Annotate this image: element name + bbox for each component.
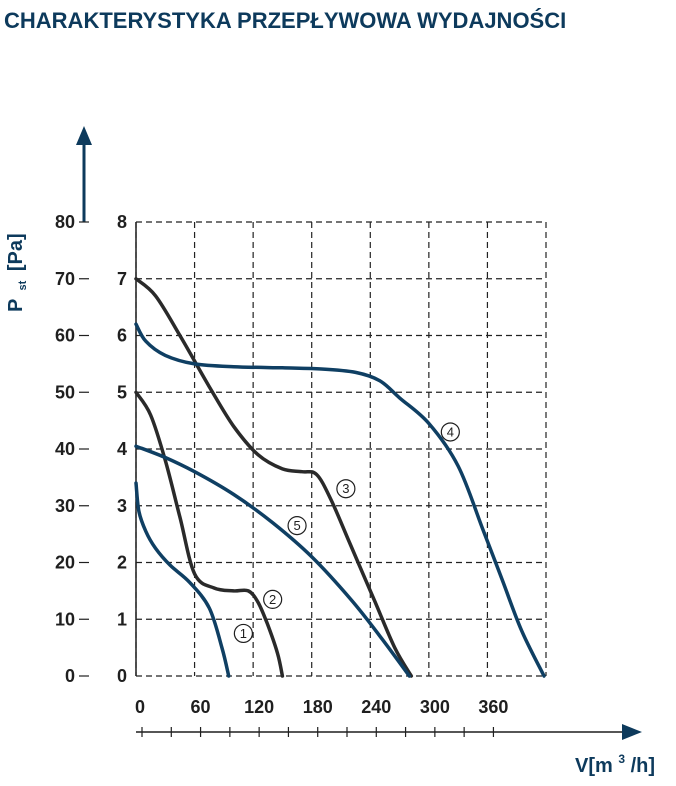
y-tick-label-inner: 1: [117, 609, 127, 629]
x-axis-label-post: /h]: [631, 755, 655, 777]
y-tick-label-inner: 6: [117, 326, 127, 346]
series-line-5: [134, 444, 412, 678]
series-line-4: [134, 322, 546, 678]
x-axis-label-pre: V[m: [575, 755, 613, 777]
y-ticks-outer: 0 10 20 30 40 50 60 70 80: [55, 212, 89, 686]
y-tick-label: 40: [55, 439, 75, 459]
series-markers: 1 2 3 4 5: [233, 422, 460, 644]
series-marker-2: [263, 589, 283, 609]
series-marker-1: [233, 623, 253, 644]
series-marker-5: [287, 516, 307, 536]
x-tick-label: 300: [420, 697, 450, 717]
y-tick-label: 60: [55, 326, 75, 346]
y-axis-arrowhead: [76, 126, 92, 145]
y-axis-label-main: P: [5, 299, 27, 312]
y-axis-label-sub: st: [17, 280, 29, 290]
series-marker-label-4: 4: [447, 424, 454, 439]
series-marker-label-5: 5: [293, 518, 300, 533]
x-axis-label-sup: 3: [618, 752, 625, 766]
y-tick-label: 70: [55, 269, 75, 289]
series-lines: [134, 277, 546, 678]
series-marker-4: [440, 422, 460, 442]
y-tick-label: 50: [55, 382, 75, 402]
series-marker-label-1: 1: [240, 626, 247, 641]
series-line-3: [134, 277, 414, 678]
grid: [135, 221, 547, 677]
y-tick-label: 30: [55, 496, 75, 516]
series-line-1: [134, 481, 231, 678]
x-tick-label: 180: [303, 697, 333, 717]
y-axis-label: P st [Pa]: [5, 233, 31, 312]
series-line-2: [134, 390, 285, 678]
y-tick-label-inner: 0: [117, 666, 127, 686]
x-axis-arrowhead: [622, 724, 642, 740]
series-marker-label-3: 3: [342, 481, 349, 496]
chart-title: CHARAKTERYSTYKA PRZEPŁYWOWA WYDAJNOŚCI: [4, 8, 566, 33]
series-marker-3: [336, 479, 356, 499]
x-tick-label: 240: [361, 697, 391, 717]
y-axis-label-unit: [Pa]: [5, 233, 27, 271]
y-tick-label: 10: [55, 609, 75, 629]
y-tick-label-inner: 5: [117, 382, 127, 402]
x-tick-label: 0: [135, 697, 145, 717]
y-tick-label-inner: 7: [117, 269, 127, 289]
series-marker-label-2: 2: [269, 592, 276, 607]
y-tick-label: 20: [55, 553, 75, 573]
x-axis-label: V[m 3 /h]: [575, 746, 655, 777]
y-tick-label-inner: 2: [117, 553, 127, 573]
y-tick-label-inner: 8: [117, 212, 127, 232]
x-tick-label: 60: [191, 697, 211, 717]
y-tick-label-inner: 4: [117, 439, 127, 459]
x-tick-label: 120: [244, 697, 274, 717]
x-ticks: 0 60 120 180 240 300 360: [135, 697, 508, 717]
y-tick-label-inner: 3: [117, 496, 127, 516]
x-axis-minor-ticks: [141, 727, 495, 737]
y-ticks-inner: 0 1 2 3 4 5 6 7 8: [117, 212, 127, 686]
x-tick-label: 360: [478, 697, 508, 717]
y-tick-label: 0: [65, 666, 75, 686]
y-tick-label: 80: [55, 212, 75, 232]
